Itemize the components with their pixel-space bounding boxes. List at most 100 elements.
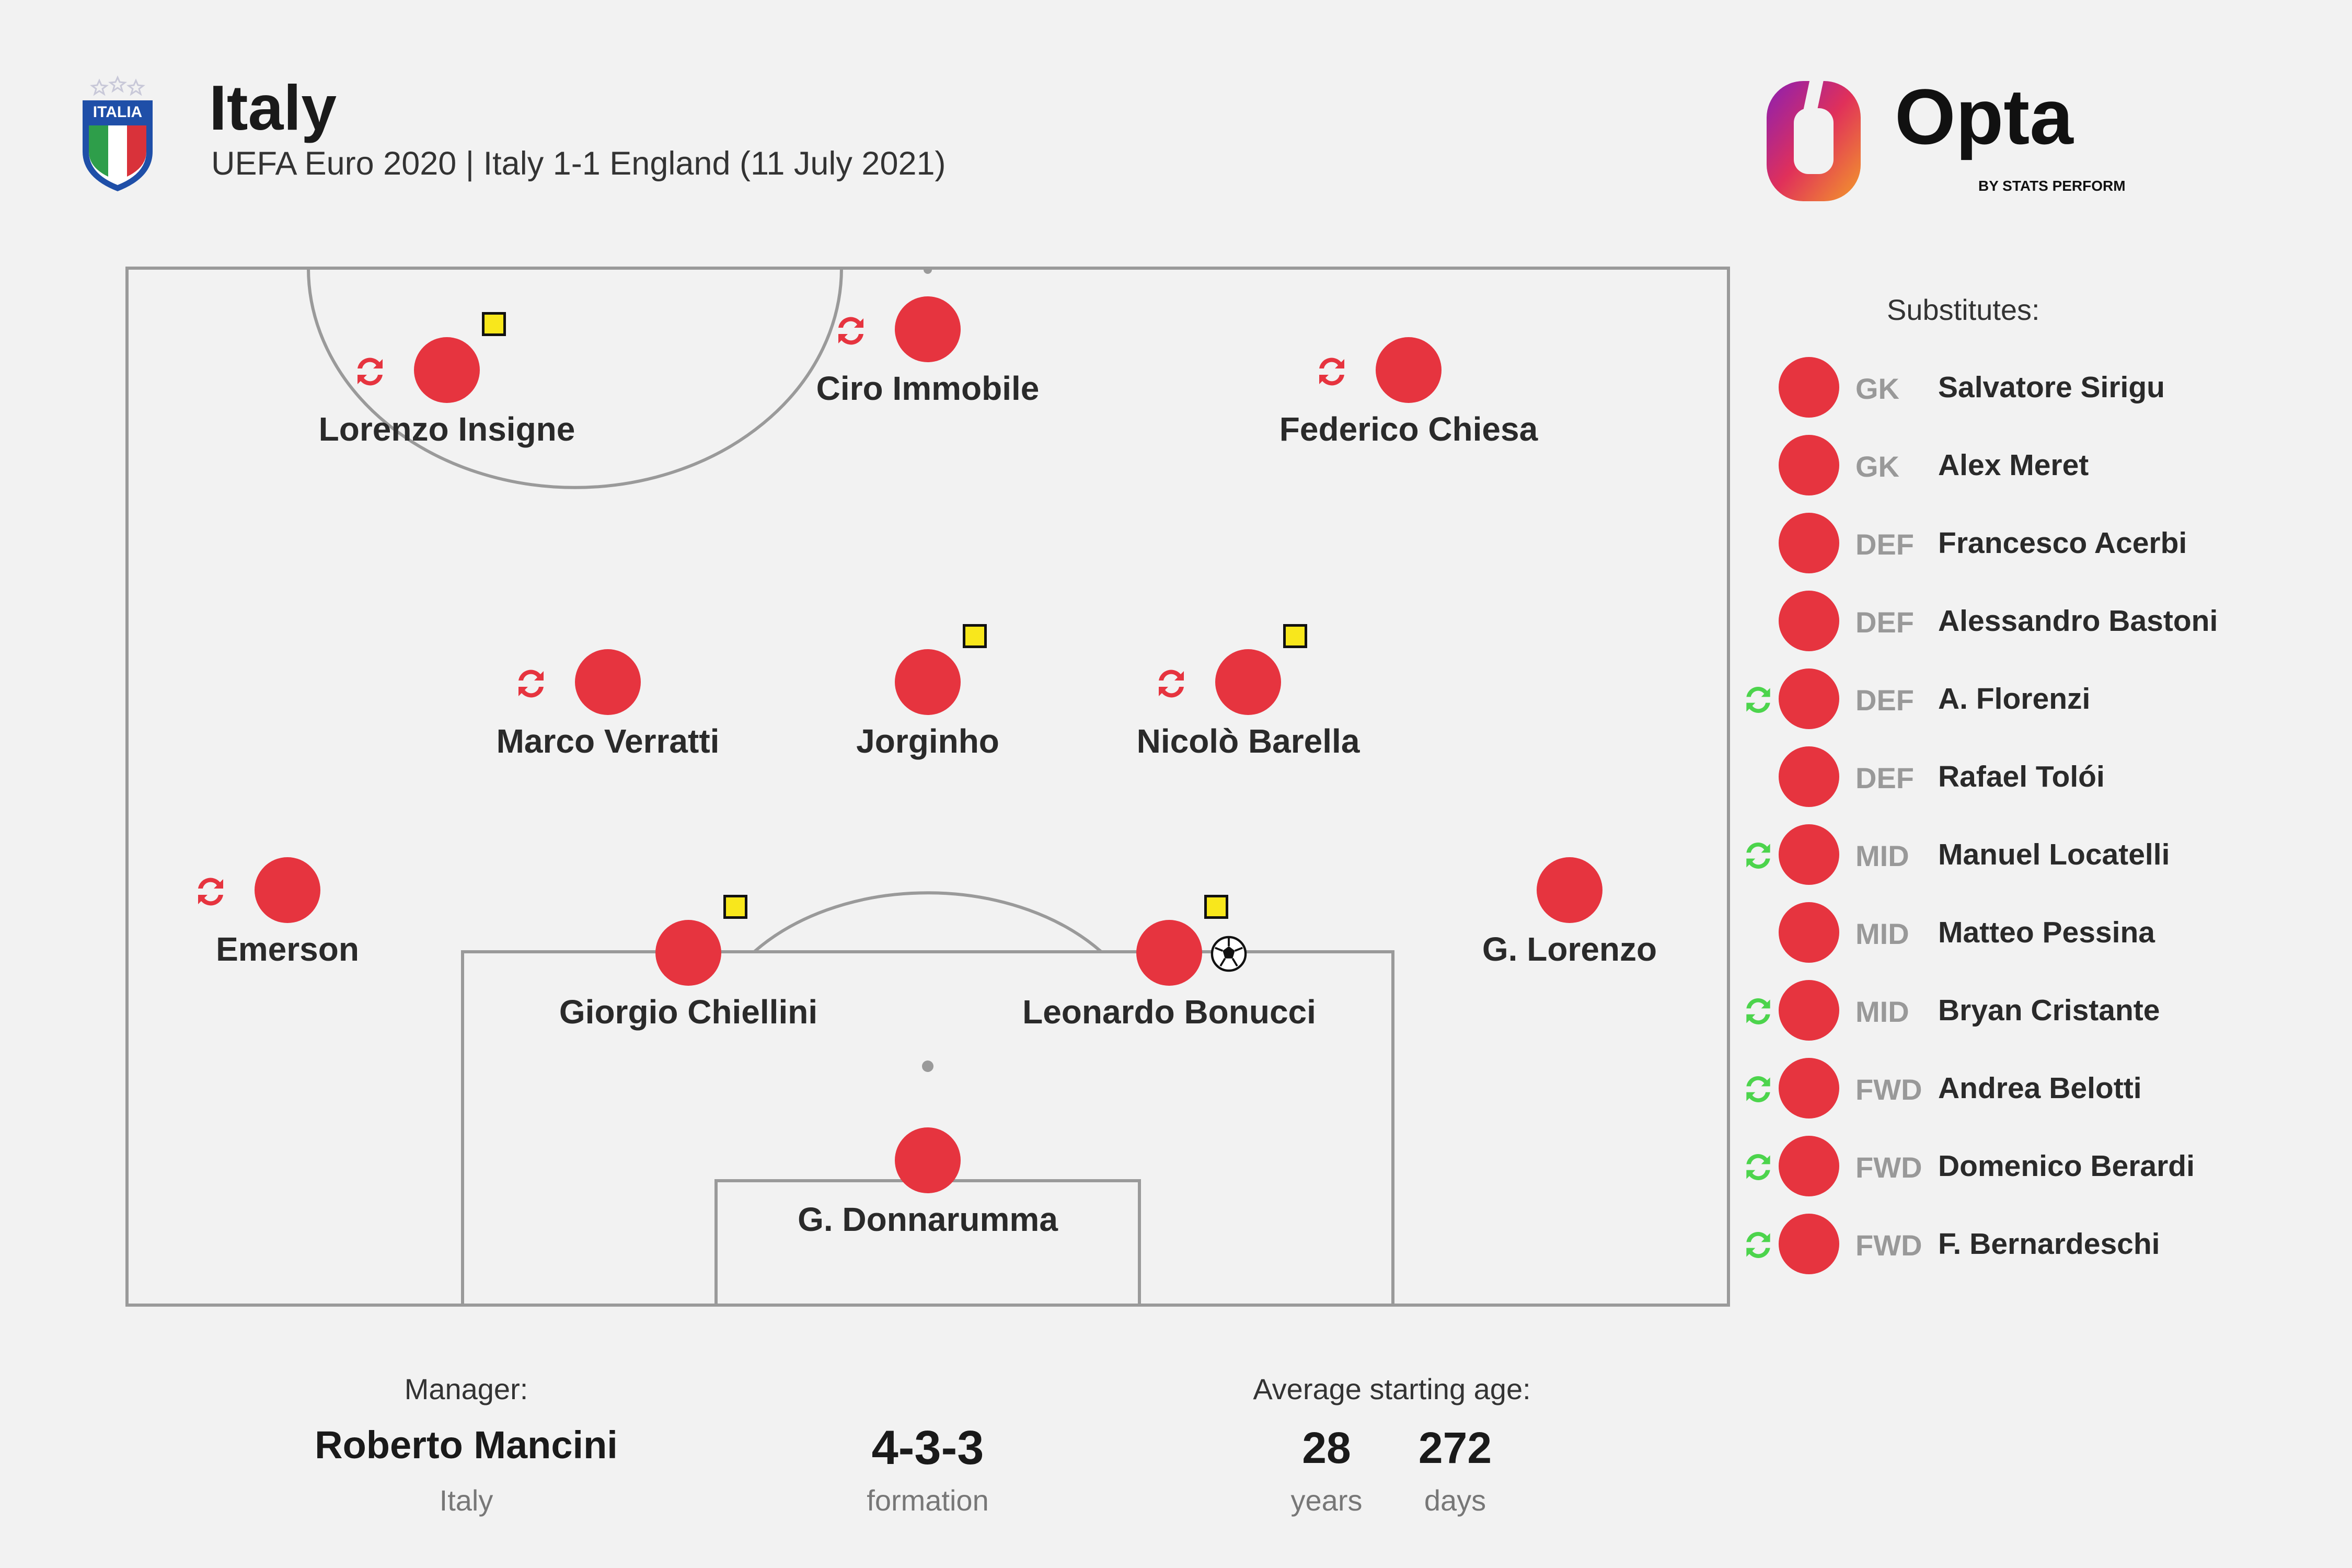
substitute-row[interactable]: MID Matteo Pessina <box>1735 900 2321 967</box>
player-marker <box>1779 1058 1839 1119</box>
substitute-name: A. Florenzi <box>1938 682 2091 716</box>
player-nicolo-barella[interactable]: Nicolò Barella <box>1039 624 1457 761</box>
player-name: Federico Chiesa <box>1279 410 1538 448</box>
substitute-row[interactable]: DEF Francesco Acerbi <box>1735 510 2321 578</box>
substitute-position: DEF <box>1855 606 1914 639</box>
player-marker <box>1779 668 1839 729</box>
opta-logo: Opta BY STATS PERFORM <box>1761 73 2180 212</box>
player-marker <box>518 649 641 715</box>
substitution-off-icon <box>358 358 383 386</box>
player-marker <box>1779 1136 1839 1196</box>
substitute-name: Manuel Locatelli <box>1938 838 2170 871</box>
player-name: Leonardo Bonucci <box>1022 993 1316 1031</box>
substitution-off-icon <box>838 317 863 345</box>
substitute-position: GK <box>1855 372 1899 405</box>
substitution-off-icon <box>1159 670 1184 698</box>
substitute-name: F. Bernardeschi <box>1938 1227 2160 1261</box>
substitute-name: Rafael Tolói <box>1938 760 2105 793</box>
player-name: Nicolò Barella <box>1136 722 1360 760</box>
player-marker <box>838 296 961 362</box>
substitution-on-icon <box>1746 687 1770 713</box>
substitute-position: MID <box>1855 839 1909 872</box>
match-subtitle: UEFA Euro 2020 | Italy 1-1 England (11 J… <box>211 145 946 182</box>
player-federico-chiesa[interactable]: Federico Chiesa <box>1200 337 1618 449</box>
age-years-value: 28 <box>1302 1423 1351 1472</box>
substitute-position: DEF <box>1855 762 1914 794</box>
player-g-donnarumma[interactable]: G. Donnarumma <box>719 1127 1137 1239</box>
age-years-label: years <box>1290 1484 1363 1517</box>
substitute-name: Francesco Acerbi <box>1938 526 2187 560</box>
age-days-label: days <box>1424 1484 1486 1517</box>
substitution-on-icon <box>1746 998 1770 1024</box>
manager-country: Italy <box>439 1484 493 1517</box>
player-ciro-immobile[interactable]: Ciro Immobile <box>719 296 1137 408</box>
player-marker <box>198 857 320 923</box>
substitute-name: Alex Meret <box>1938 448 2089 482</box>
player-jorginho[interactable]: Jorginho <box>719 624 1137 761</box>
opta-tagline: BY STATS PERFORM <box>1978 178 2126 194</box>
substitution-on-icon <box>1746 1154 1770 1180</box>
formation-value: 4-3-3 <box>871 1421 984 1474</box>
player-marker <box>1779 513 1839 573</box>
substitute-name: Bryan Cristante <box>1938 994 2160 1027</box>
football-goal-icon <box>1210 936 1247 972</box>
player-marco-verratti[interactable]: Marco Verratti <box>399 649 817 761</box>
substitute-position: MID <box>1855 995 1909 1028</box>
player-emerson[interactable]: Emerson <box>78 857 497 969</box>
substitute-name: Salvatore Sirigu <box>1938 371 2165 404</box>
player-name: Jorginho <box>856 722 999 760</box>
substitute-row[interactable]: MID Manuel Locatelli <box>1735 822 2321 890</box>
crest-text: ITALIA <box>93 103 142 121</box>
opta-wordmark: Opta <box>1895 76 2074 160</box>
substitute-row[interactable]: DEF Rafael Tolói <box>1735 744 2321 812</box>
player-marker <box>655 895 747 986</box>
substitute-position: FWD <box>1855 1073 1922 1106</box>
page-title: Italy <box>209 72 337 143</box>
substitute-row[interactable]: GK Salvatore Sirigu <box>1735 354 2321 422</box>
average-age-label: Average starting age: <box>1253 1373 1531 1405</box>
substitution-off-icon <box>198 878 223 906</box>
player-g-lorenzo[interactable]: G. Lorenzo <box>1361 857 1779 969</box>
substitute-name: Matteo Pessina <box>1938 916 2155 949</box>
player-marker <box>1779 591 1839 651</box>
player-marker <box>895 1127 961 1193</box>
manager-label: Manager: <box>404 1373 528 1405</box>
player-name: Emerson <box>216 930 359 968</box>
substitute-position: DEF <box>1855 528 1914 561</box>
player-marker <box>1779 435 1839 495</box>
substitute-name: Domenico Berardi <box>1938 1149 2195 1183</box>
manager-name: Roberto Mancini <box>315 1423 618 1467</box>
substitution-on-icon <box>1746 1076 1770 1102</box>
player-marker <box>1779 746 1839 807</box>
yellow-card-icon <box>1204 895 1228 919</box>
player-marker <box>358 312 506 403</box>
player-name: Marco Verratti <box>496 722 720 760</box>
player-marker <box>1779 824 1839 885</box>
italy-crest-icon: ITALIA <box>78 73 157 193</box>
player-name: G. Donnarumma <box>798 1201 1058 1238</box>
substitute-position: FWD <box>1855 1151 1922 1184</box>
player-marker <box>1537 857 1602 923</box>
player-leonardo-bonucci[interactable]: Leonardo Bonucci <box>960 895 1378 1032</box>
substitute-position: MID <box>1855 917 1909 950</box>
yellow-card-icon <box>1283 624 1307 648</box>
substitute-row[interactable]: FWD F. Bernardeschi <box>1735 1211 2321 1279</box>
substitute-row[interactable]: FWD Andrea Belotti <box>1735 1055 2321 1123</box>
substitute-row[interactable]: FWD Domenico Berardi <box>1735 1133 2321 1201</box>
player-marker <box>1779 902 1839 963</box>
substitute-row[interactable]: GK Alex Meret <box>1735 432 2321 500</box>
substitute-row[interactable]: MID Bryan Cristante <box>1735 977 2321 1045</box>
player-marker <box>895 624 987 715</box>
substitute-row[interactable]: DEF A. Florenzi <box>1735 666 2321 734</box>
substitute-name: Alessandro Bastoni <box>1938 604 2218 638</box>
player-giorgio-chiellini[interactable]: Giorgio Chiellini <box>479 895 897 1032</box>
player-name: Lorenzo Insigne <box>318 410 575 448</box>
substitute-row[interactable]: DEF Alessandro Bastoni <box>1735 588 2321 656</box>
player-name: Ciro Immobile <box>816 370 1040 407</box>
pitch <box>125 267 1730 1307</box>
player-lorenzo-insigne[interactable]: Lorenzo Insigne <box>238 312 656 449</box>
age-days-value: 272 <box>1418 1423 1492 1472</box>
substitution-off-icon <box>1319 358 1344 386</box>
player-marker <box>1319 337 1442 403</box>
yellow-card-icon <box>723 895 747 919</box>
